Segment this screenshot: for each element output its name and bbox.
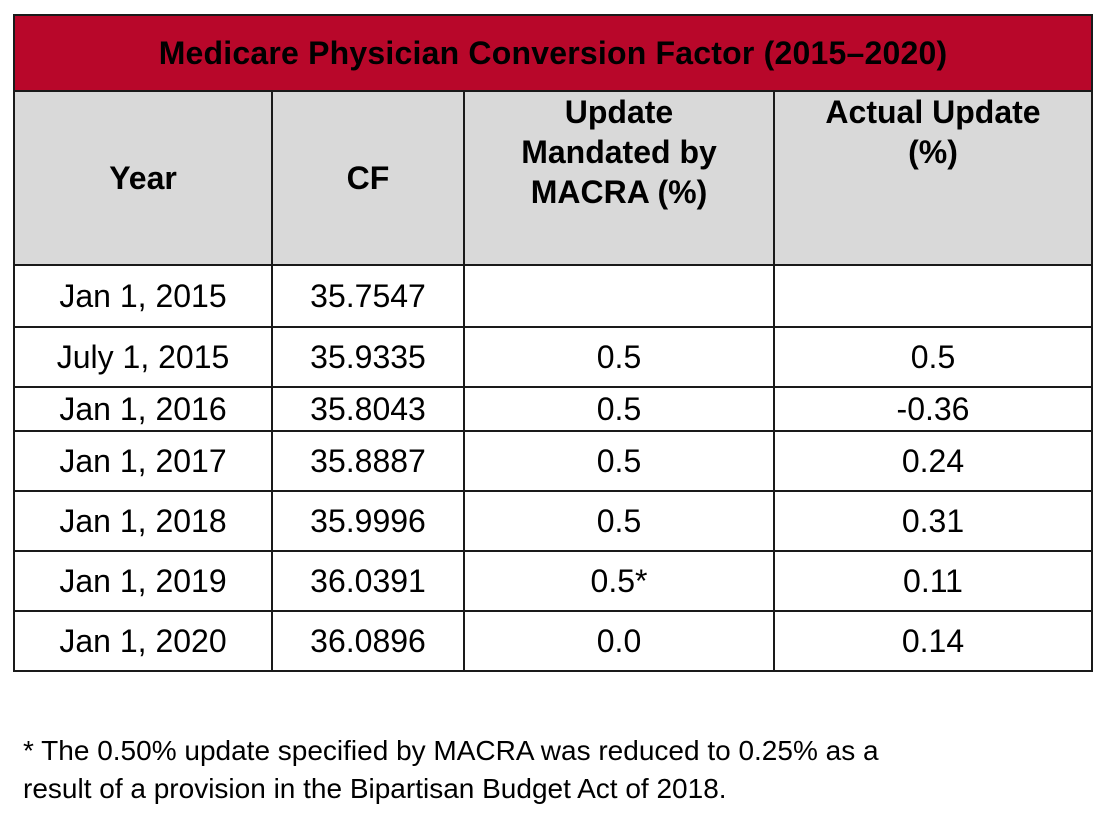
cell-cf: 36.0896	[271, 610, 465, 672]
cell-mandated-update	[463, 264, 775, 328]
cell-year: Jan 1, 2020	[13, 610, 273, 672]
table-row: Jan 1, 2019 36.0391 0.5* 0.11	[13, 550, 1093, 612]
cell-year: Jan 1, 2017	[13, 430, 273, 492]
cell-mandated-update: 0.5	[463, 430, 775, 492]
footnote: * The 0.50% update specified by MACRA wa…	[23, 732, 1083, 808]
table-row: Jan 1, 2020 36.0896 0.0 0.14	[13, 610, 1093, 672]
table-row: Jan 1, 2017 35.8887 0.5 0.24	[13, 430, 1093, 492]
column-header-actual-line: (%)	[908, 134, 958, 170]
cell-year: Jan 1, 2018	[13, 490, 273, 552]
table-row: Jan 1, 2018 35.9996 0.5 0.31	[13, 490, 1093, 552]
cell-actual-update: 0.14	[773, 610, 1093, 672]
column-header-cf: CF	[271, 90, 465, 266]
cell-cf: 35.7547	[271, 264, 465, 328]
footnote-line: * The 0.50% update specified by MACRA wa…	[23, 735, 879, 766]
cell-mandated-update: 0.5	[463, 386, 775, 432]
column-header-mandated: Update Mandated by MACRA (%)	[463, 90, 775, 266]
column-header-mandated-line: MACRA (%)	[530, 174, 708, 210]
cell-cf: 35.8887	[271, 430, 465, 492]
cell-actual-update: 0.24	[773, 430, 1093, 492]
conversion-factor-table: Medicare Physician Conversion Factor (20…	[13, 14, 1093, 672]
column-header-actual-line: Actual Update	[825, 94, 1041, 130]
cell-actual-update	[773, 264, 1093, 328]
cell-mandated-update: 0.5*	[463, 550, 775, 612]
cell-year: Jan 1, 2019	[13, 550, 273, 612]
column-header-actual: Actual Update (%)	[773, 90, 1093, 266]
table-title: Medicare Physician Conversion Factor (20…	[13, 14, 1093, 92]
table-body: Jan 1, 2015 35.7547 July 1, 2015 35.9335 0.5…	[13, 264, 1093, 672]
cell-year: July 1, 2015	[13, 326, 273, 388]
cell-mandated-update: 0.5	[463, 326, 775, 388]
cell-year: Jan 1, 2016	[13, 386, 273, 432]
cell-mandated-update: 0.5	[463, 490, 775, 552]
cell-year: Jan 1, 2015	[13, 264, 273, 328]
column-header-mandated-line: Mandated by	[521, 134, 717, 170]
cell-actual-update: 0.31	[773, 490, 1093, 552]
table-row: July 1, 2015 35.9335 0.5 0.5	[13, 326, 1093, 388]
cell-cf: 35.8043	[271, 386, 465, 432]
footnote-line: result of a provision in the Bipartisan …	[23, 773, 727, 804]
cell-actual-update: -0.36	[773, 386, 1093, 432]
column-header-mandated-line: Update	[564, 94, 674, 130]
cell-cf: 36.0391	[271, 550, 465, 612]
cell-cf: 35.9335	[271, 326, 465, 388]
cell-cf: 35.9996	[271, 490, 465, 552]
cell-mandated-update: 0.0	[463, 610, 775, 672]
table-row: Jan 1, 2015 35.7547	[13, 264, 1093, 328]
column-header-year: Year	[13, 90, 273, 266]
cell-actual-update: 0.11	[773, 550, 1093, 612]
cell-actual-update: 0.5	[773, 326, 1093, 388]
table-row: Jan 1, 2016 35.8043 0.5 -0.36	[13, 386, 1093, 432]
